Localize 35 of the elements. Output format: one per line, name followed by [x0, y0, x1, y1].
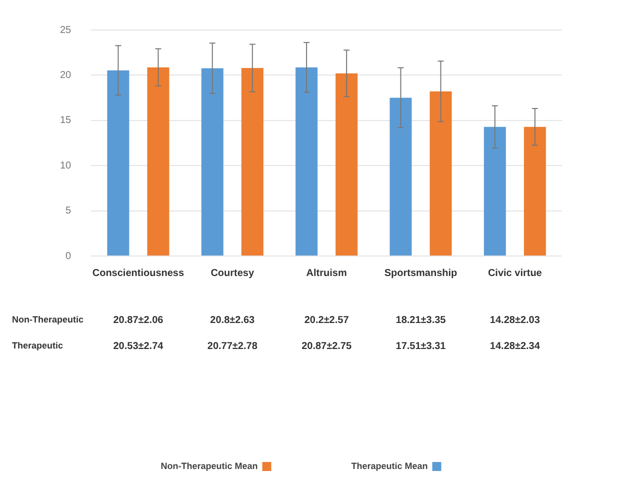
data-label: 17.51±3.31 — [396, 340, 446, 352]
legend-label: Non-Therapeutic Mean — [160, 460, 258, 471]
data-label: 20.87±2.06 — [113, 314, 164, 326]
x-tick-label: Sportsmanship — [384, 268, 458, 279]
y-tick-label: 25 — [60, 24, 72, 36]
legend-label: Therapeutic Mean — [351, 460, 428, 471]
data-label: 20.77±2.78 — [207, 340, 258, 352]
x-tick-label: Altruism — [306, 268, 347, 279]
y-tick-label: 15 — [60, 115, 72, 126]
data-label: 14.28±2.34 — [490, 340, 540, 352]
x-tick-label: Civic virtue — [488, 268, 542, 279]
y-tick-label: 20 — [60, 70, 72, 81]
y-tick-label: 5 — [66, 206, 72, 217]
x-tick-label: Courtesy — [210, 268, 254, 279]
x-tick-label: Conscientiousness — [92, 268, 184, 279]
bar — [296, 67, 318, 256]
bar — [336, 73, 358, 256]
text: Non-Therapeutic — [12, 314, 84, 324]
y-tick-label: 0 — [66, 250, 72, 262]
bar — [201, 68, 224, 256]
data-label: 18.21±3.35 — [396, 314, 446, 326]
y-tick-label: 10 — [60, 160, 72, 172]
data-label: 20.53±2.74 — [113, 340, 164, 352]
bar — [484, 126, 506, 256]
bar — [390, 98, 412, 256]
data-label: 14.28±2.03 — [490, 314, 540, 326]
data-label: 20.87±2.75 — [302, 340, 352, 352]
data-label: 20.8±2.63 — [210, 314, 256, 326]
bar — [147, 67, 170, 256]
bar — [107, 70, 130, 256]
text: Therapeutic — [12, 340, 64, 350]
bar — [524, 126, 546, 256]
bar — [430, 91, 452, 256]
bar — [241, 68, 264, 256]
data-label: 20.2±2.57 — [304, 314, 350, 326]
